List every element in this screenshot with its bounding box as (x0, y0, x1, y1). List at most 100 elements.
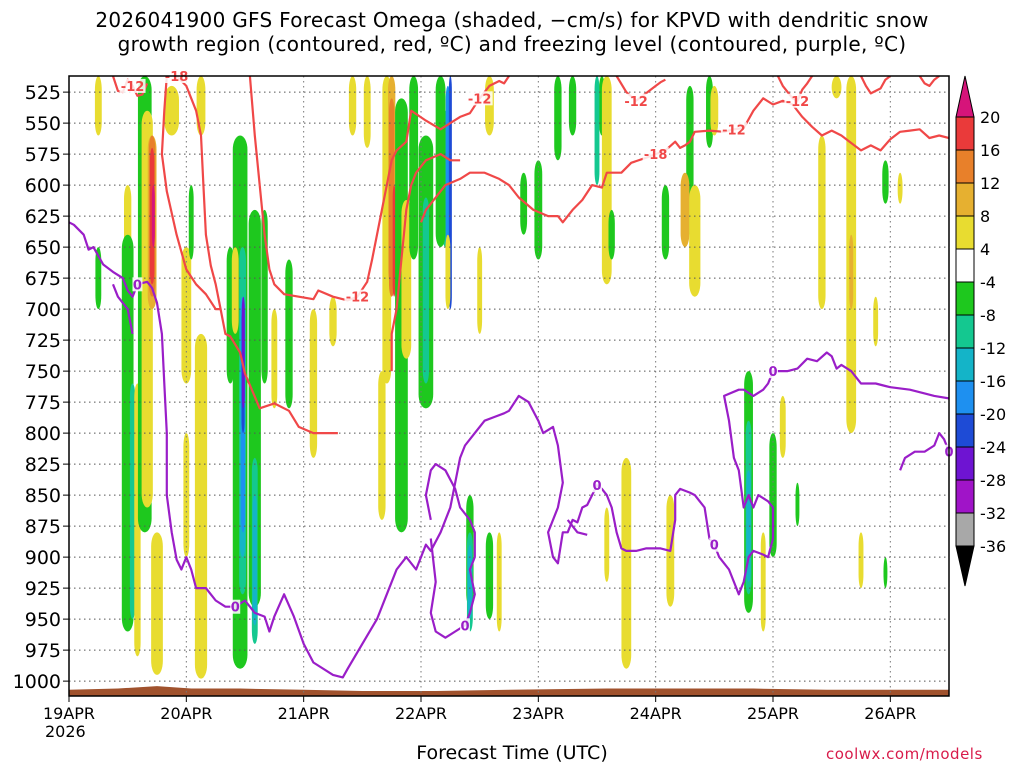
colorbar-band-2 (955, 182, 975, 217)
colorbar-label-4: 4 (980, 240, 990, 259)
colorbar-band-10 (955, 446, 975, 481)
contour-label-bg (460, 618, 470, 633)
freezing-level-contour-4 (111, 283, 134, 335)
x-tick-label-20APR: 20APR (160, 704, 212, 723)
dendritic-contour-1 (160, 76, 221, 311)
y-axis-ticks: 525 550 575 600 625 650 675 700 725 750 775 800 825 8… (13, 82, 69, 693)
y-tick-label-575: 575 (25, 144, 61, 166)
colorbar-label-20: 20 (980, 108, 1000, 127)
omega-shade-32 (285, 259, 293, 409)
y-tick-label-950: 950 (25, 609, 61, 631)
contour-label-bg (466, 91, 493, 106)
contour-label-bg (230, 599, 241, 614)
omega-shade-66 (608, 209, 615, 260)
dendritic-contour-9 (918, 76, 940, 88)
contour-label: 0 (592, 479, 601, 494)
omega-shade-17 (188, 185, 194, 260)
omega-shade-68 (621, 457, 632, 669)
omega-shade-29 (252, 495, 257, 626)
contour-label: -12 (786, 95, 810, 110)
y-tick-label-875: 875 (25, 516, 61, 538)
contour-label: -12 (468, 92, 492, 107)
omega-shade-73 (680, 172, 690, 248)
y-tick-label-650: 650 (25, 237, 61, 259)
omega-shade-57 (477, 247, 483, 334)
colorbar-band-7 (955, 347, 975, 382)
chart-title-line-1: 2026041900 GFS Forecast Omega (shaded, −… (95, 8, 929, 32)
contour-label: -12 (346, 291, 370, 306)
freezing-level-contour-3 (566, 519, 588, 536)
contour-label-bg (709, 537, 720, 552)
colorbar-label--8: -8 (980, 306, 996, 325)
contour-label-bg (720, 122, 747, 137)
x-tick-label-24APR: 24APR (630, 704, 682, 723)
omega-shade-74 (689, 185, 701, 297)
omega-shade-81 (779, 395, 786, 458)
omega-shade-46 (422, 197, 430, 384)
colorbar-top-arrow (955, 75, 975, 118)
y-tick-label-900: 900 (25, 547, 61, 569)
terrain-ground (69, 686, 949, 696)
omega-shade-75 (710, 85, 719, 136)
omega-shade-36 (363, 76, 371, 148)
omega-shade-91 (897, 172, 903, 204)
y-tick-label-625: 625 (25, 206, 61, 228)
contour-label: -12 (121, 80, 145, 95)
colorbar-band-11 (955, 479, 975, 514)
x-tick-label-26APR: 26APR (864, 704, 916, 723)
contour-label-bg (623, 93, 650, 108)
dendritic-contour-5 (419, 97, 949, 224)
contour-label: 0 (710, 539, 719, 554)
colorbar-label--12: -12 (980, 339, 1006, 358)
contour-label-bg (768, 364, 778, 379)
terrain-ground-layer (69, 686, 949, 696)
colorbar-label-12: 12 (980, 174, 1000, 193)
y-tick-label-925: 925 (25, 578, 61, 600)
omega-shade-14 (181, 247, 192, 384)
y-tick-label-1000: 1000 (13, 671, 61, 693)
omega-shade-82 (795, 482, 800, 527)
x-tick-label-25APR: 25APR (747, 704, 799, 723)
y-tick-label-550: 550 (25, 113, 61, 135)
colorbar-label-16: 16 (980, 141, 1000, 160)
omega-shade-35 (348, 76, 357, 136)
omega-shade-69 (604, 507, 610, 582)
contour-label: -18 (644, 148, 668, 163)
omega-colorbar: 20 16 12 8 4 -4 -8 -12 -16 -20 -24 -28 -32 -36 (955, 75, 1006, 587)
contour-label-bg (784, 93, 811, 108)
colorbar-band-9 (955, 413, 975, 448)
x-tick-label-19APR: 19APR (43, 704, 95, 723)
freezing-level-contour-2 (424, 463, 476, 639)
omega-shade-27 (248, 209, 261, 607)
y-tick-label-600: 600 (25, 175, 61, 197)
x-tick-label-22APR: 22APR (395, 704, 447, 723)
y-tick-label-725: 725 (25, 330, 61, 352)
contour-label: 0 (133, 278, 142, 293)
omega-shade-44 (409, 76, 419, 260)
omega-shade-55 (485, 532, 494, 620)
dendritic-contour-3 (248, 76, 510, 302)
omega-shade-31 (271, 309, 278, 409)
omega-shade-62 (568, 76, 577, 136)
y-tick-label-800: 800 (25, 423, 61, 445)
omega-shade-86 (849, 234, 854, 310)
colorbar-band-5 (955, 281, 975, 316)
omega-shade-21 (231, 247, 239, 334)
x-tick-year-label: 2026 (45, 722, 86, 741)
contour-label: 0 (768, 365, 777, 380)
omega-shade-34 (329, 296, 337, 347)
freezing-level-contour-0 (69, 221, 949, 679)
colorbar-band-12 (955, 512, 975, 547)
colorbar-band-4 (955, 248, 975, 283)
omega-shade-0 (94, 76, 102, 136)
omega-shade-87 (873, 296, 879, 347)
colorbar-label--24: -24 (980, 438, 1006, 457)
colorbar-label--36: -36 (980, 537, 1006, 556)
omega-shade-88 (858, 532, 864, 589)
omega-shade-11 (151, 185, 155, 248)
omega-shade-43 (378, 371, 386, 520)
colorbar-band-1 (955, 149, 975, 184)
colorbar-label--16: -16 (980, 372, 1006, 391)
x-tick-label-23APR: 23APR (512, 704, 564, 723)
